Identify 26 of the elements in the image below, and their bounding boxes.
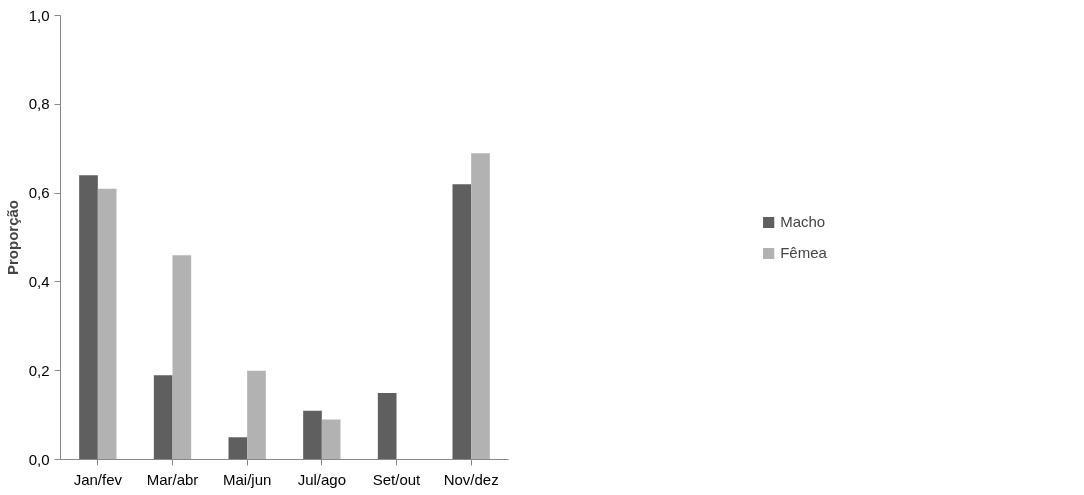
bar (452, 184, 472, 460)
bar (153, 375, 173, 460)
bar (228, 437, 248, 460)
bar (97, 188, 117, 460)
x-tick-label: Nov/dez (443, 470, 499, 488)
y-tick-label: 0,8 (28, 95, 50, 113)
y-tick-label: 0,2 (28, 361, 50, 379)
bar (471, 153, 490, 460)
x-tick-label: Jan/fev (73, 470, 123, 488)
x-tick-label: Jul/ago (297, 470, 347, 488)
bar (247, 370, 266, 460)
y-axis-title: Proporção (3, 199, 21, 276)
legend-label: Fêmea (780, 244, 827, 261)
legend-label: Macho (780, 213, 826, 230)
y-tick-label: 1,0 (28, 6, 50, 24)
x-tick-label: Set/out (372, 470, 422, 488)
bar (377, 392, 397, 460)
bar (79, 175, 98, 460)
bar (172, 255, 192, 460)
y-tick-label: 0,6 (28, 184, 50, 202)
y-tick-label: 0,0 (28, 450, 50, 468)
bar (321, 419, 341, 460)
x-tick-label: Mar/abr (146, 470, 199, 488)
y-tick-label: 0,4 (28, 272, 50, 290)
bar (303, 410, 322, 460)
x-tick-label: Mai/jun (222, 470, 272, 488)
